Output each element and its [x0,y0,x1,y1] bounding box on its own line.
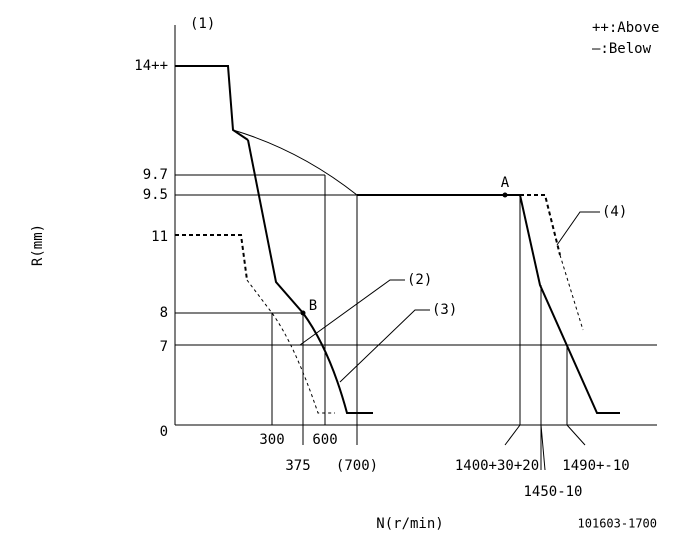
point-label: A [501,175,510,191]
legend-entry: —:Below [592,41,652,57]
y-label: 9.7 [143,167,168,183]
x-axis-title: N(r/min) [376,516,443,532]
legend-entry: ++:Above [592,20,659,36]
curve-label: (2) [407,272,432,288]
y-label: 11 [151,229,168,245]
x-label: 300 [259,432,284,448]
y-axis-title: R(mm) [30,224,46,266]
x-label: 375 [285,458,310,474]
axes [174,25,657,426]
drawing-code: 101603-1700 [578,517,657,531]
y-label: 8 [160,305,168,321]
leaders [299,211,600,383]
x-label: 1400+30+20 [455,458,539,474]
point-label: B [309,298,317,314]
y-label: 9.5 [143,187,168,203]
y-label: 7 [160,339,168,355]
y-label: 14++ [134,58,168,74]
curve-label: (3) [432,302,457,318]
curves [175,65,620,414]
y-label: 0 [160,424,168,440]
curve-label: (4) [602,204,627,220]
x-label: 600 [312,432,337,448]
reference-lines [175,174,657,471]
x-label: (700) [336,458,378,474]
x-label: 1450-10 [523,484,582,500]
corner-label: (1) [190,16,215,32]
x-label: 1490+-10 [562,458,629,474]
